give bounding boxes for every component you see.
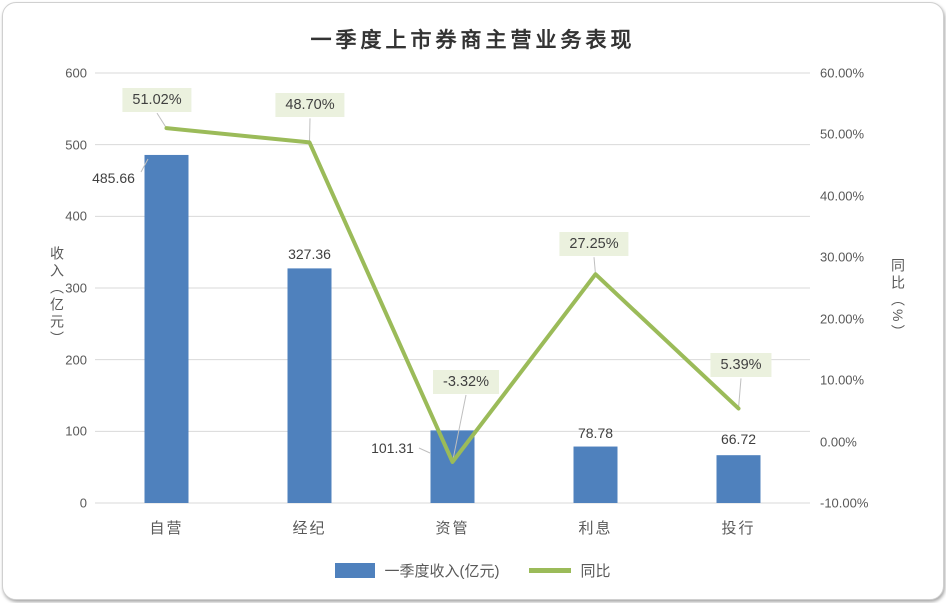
legend-item-line: 同比: [529, 560, 611, 581]
legend-label: 一季度收入(亿元): [384, 563, 500, 580]
right-axis-title: 同比（%）: [890, 258, 906, 342]
legend: 一季度收入(亿元) 同比: [0, 560, 946, 581]
legend-bar-swatch: [335, 563, 376, 578]
legend-label: 同比: [580, 563, 611, 580]
legend-item-bar: 一季度收入(亿元): [335, 560, 499, 581]
legend-line-swatch: [529, 568, 572, 573]
chart-title: 一季度上市券商主营业务表现: [310, 29, 636, 52]
left-axis-title: 收入（亿元）: [49, 246, 65, 348]
